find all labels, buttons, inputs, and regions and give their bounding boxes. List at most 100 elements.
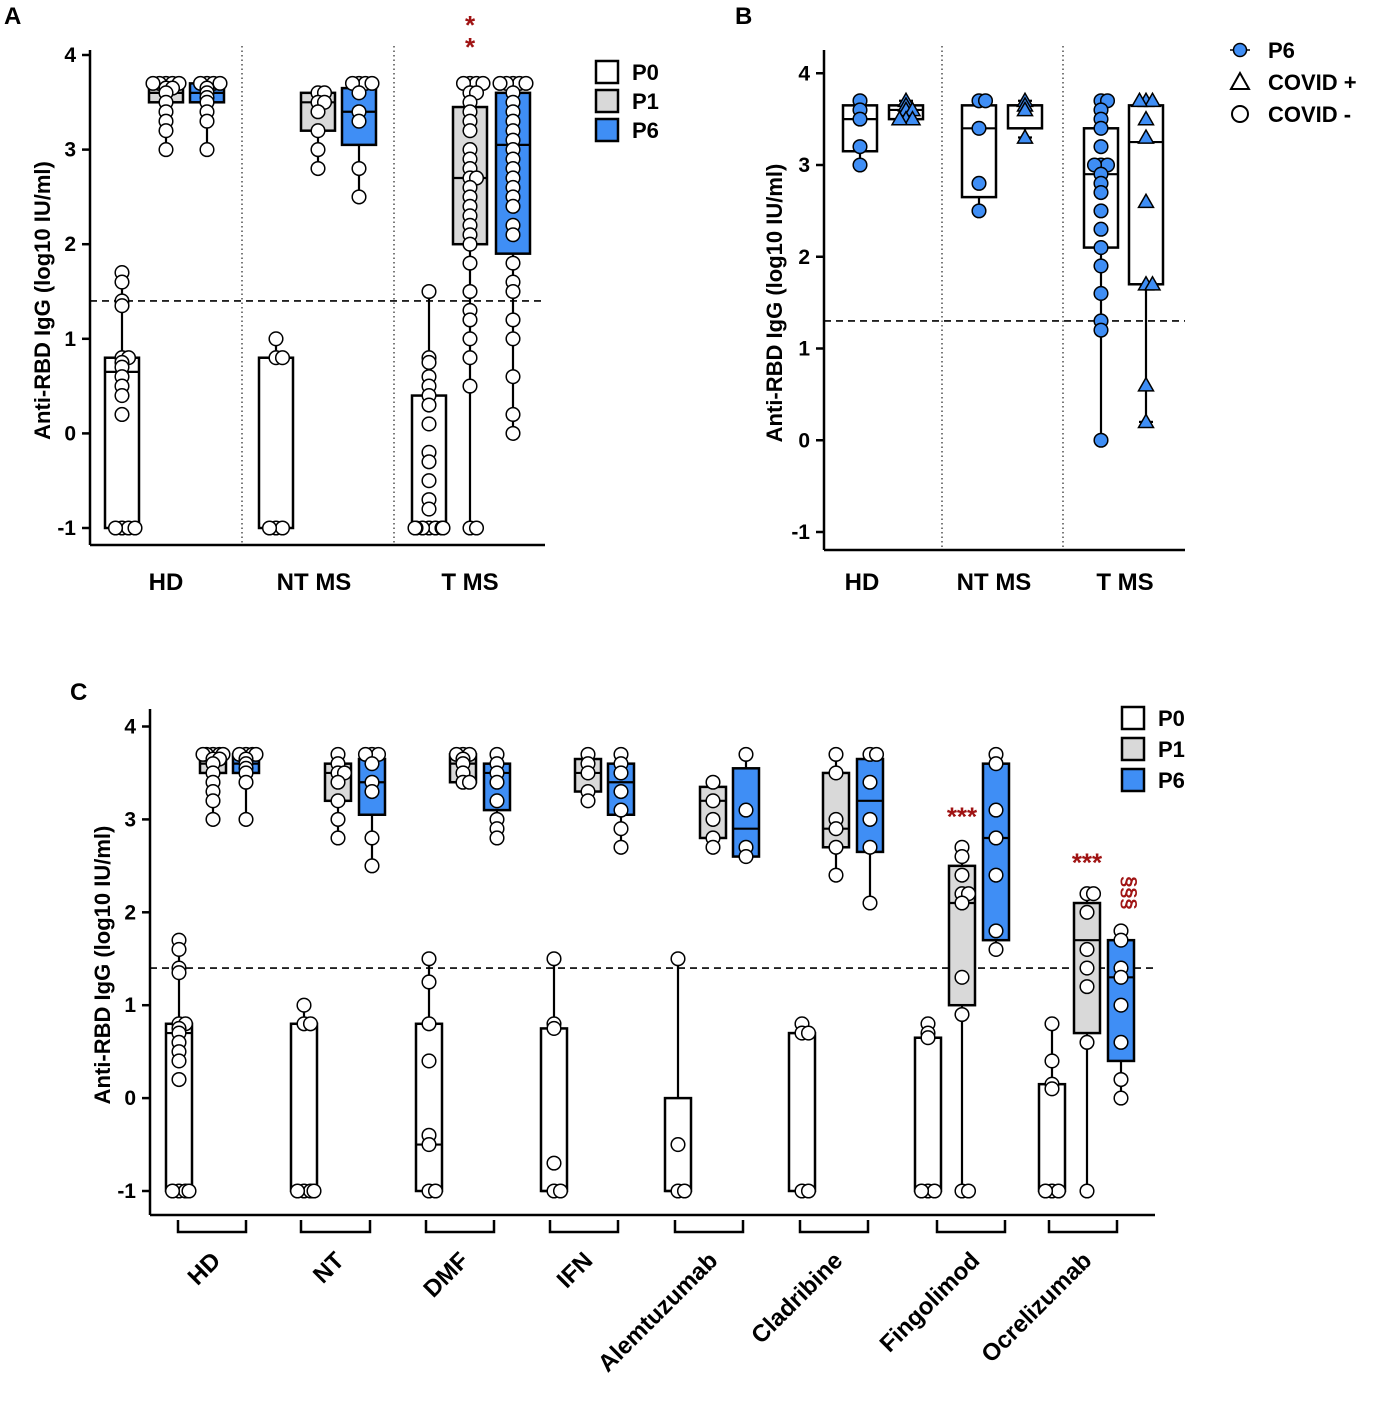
group-bracket — [673, 1220, 745, 1234]
panel-C: C -1 0 1 2 3 4 Anti-RBD IgG (log10 IU/ml) *** ***… — [70, 679, 1185, 1378]
y-tick-label: 3 — [798, 154, 810, 177]
y-tick-label: 1 — [798, 338, 810, 361]
box-alemtuzumab-p1 — [698, 774, 728, 855]
legend: P0 P1 P6 — [594, 59, 659, 143]
data-point — [330, 830, 346, 846]
legend-label: P6 — [632, 118, 659, 143]
data-point — [205, 793, 221, 809]
data-point — [505, 227, 521, 243]
data-point — [238, 811, 254, 827]
data-point — [505, 283, 521, 300]
data-point — [920, 1030, 936, 1046]
data-point — [926, 1183, 943, 1199]
data-point — [364, 75, 380, 91]
category-label: HD — [183, 1247, 227, 1291]
data-point — [670, 951, 686, 967]
data-point — [171, 1053, 187, 1069]
data-point — [158, 123, 174, 139]
group-bracket — [424, 1220, 496, 1234]
data-point — [421, 454, 437, 470]
box-hd-p0 — [103, 265, 143, 536]
box-t-ms-p6 — [492, 75, 534, 441]
legend-label: COVID - — [1268, 102, 1351, 127]
box-dmf-p6 — [482, 746, 512, 846]
y-tick-label: 2 — [798, 246, 810, 269]
panel-A: A -1 0 1 2 3 4 Anti-RBD IgG (log10 IU/ml) ** HD NT… — [4, 3, 659, 596]
data-point — [862, 811, 878, 827]
data-point — [505, 331, 521, 347]
data-point — [546, 951, 562, 967]
y-tick-label: 2 — [124, 901, 136, 924]
data-point — [492, 75, 508, 91]
data-point — [971, 203, 987, 219]
data-point — [828, 765, 844, 781]
y-tick-label: 2 — [64, 233, 76, 256]
category-label: NT MS — [277, 569, 352, 596]
category-label: NT MS — [957, 569, 1032, 596]
data-point — [505, 369, 521, 385]
box-rect — [289, 1022, 319, 1193]
category-label: DMF — [418, 1247, 474, 1303]
group-bracket — [176, 1220, 248, 1234]
data-point — [114, 274, 130, 290]
panel-letter: A — [4, 3, 21, 30]
y-tick-label: 1 — [124, 994, 136, 1017]
data-point — [613, 783, 629, 800]
data-point — [1079, 1183, 1095, 1199]
data-point — [800, 1025, 817, 1041]
data-point — [1016, 128, 1034, 144]
data-point — [613, 839, 629, 855]
group-bracket — [299, 1220, 372, 1234]
box-ocrelizumab-p1 — [1072, 886, 1102, 1199]
data-point — [306, 1183, 322, 1199]
data-point — [127, 520, 143, 536]
data-point — [705, 793, 721, 809]
data-point — [261, 520, 278, 536]
group-bracket — [935, 1220, 1007, 1234]
data-point — [421, 1053, 437, 1069]
data-point — [330, 793, 346, 809]
box-t-ms-p1 — [451, 75, 491, 536]
significance-mark: * — [465, 32, 476, 62]
data-point — [1079, 941, 1095, 958]
category-label: Ocrelizumab — [976, 1247, 1097, 1368]
data-point — [903, 110, 922, 126]
data-point — [1093, 240, 1109, 256]
data-point — [1079, 904, 1095, 920]
data-point — [890, 110, 909, 126]
data-point — [828, 821, 844, 837]
data-point — [107, 520, 124, 536]
data-point — [552, 1183, 569, 1199]
data-point — [171, 965, 187, 981]
significance-mark: *** — [947, 801, 978, 831]
legend-label: COVID + — [1268, 70, 1357, 95]
significance-mark: *** — [1072, 848, 1103, 878]
box-hd-p0 — [164, 932, 197, 1199]
legend-swatch — [1120, 736, 1146, 762]
data-point — [274, 350, 291, 366]
data-point — [407, 520, 423, 536]
data-point — [421, 1016, 437, 1032]
y-tick-label: 4 — [798, 62, 810, 85]
box-t-ms-covid+ — [1127, 91, 1165, 429]
box-fingolimod-p0 — [913, 1016, 943, 1199]
data-point — [1137, 412, 1155, 429]
data-point — [1137, 192, 1155, 209]
y-axis-label: Anti-RBD IgG (log10 IU/ml) — [762, 164, 787, 443]
group-bracket — [548, 1220, 620, 1234]
data-point — [489, 774, 505, 790]
data-point — [1093, 221, 1109, 237]
data-point — [199, 113, 215, 129]
data-point — [613, 765, 629, 781]
data-point — [289, 1183, 306, 1199]
data-point — [1079, 1034, 1095, 1050]
data-point — [268, 331, 284, 347]
legend-marker — [1232, 42, 1248, 58]
data-point — [421, 473, 437, 489]
data-point — [954, 969, 970, 985]
box-t-ms-p0 — [407, 283, 451, 536]
data-point — [988, 923, 1004, 939]
data-point — [1093, 285, 1109, 302]
data-point — [330, 811, 346, 827]
data-point — [296, 997, 312, 1013]
